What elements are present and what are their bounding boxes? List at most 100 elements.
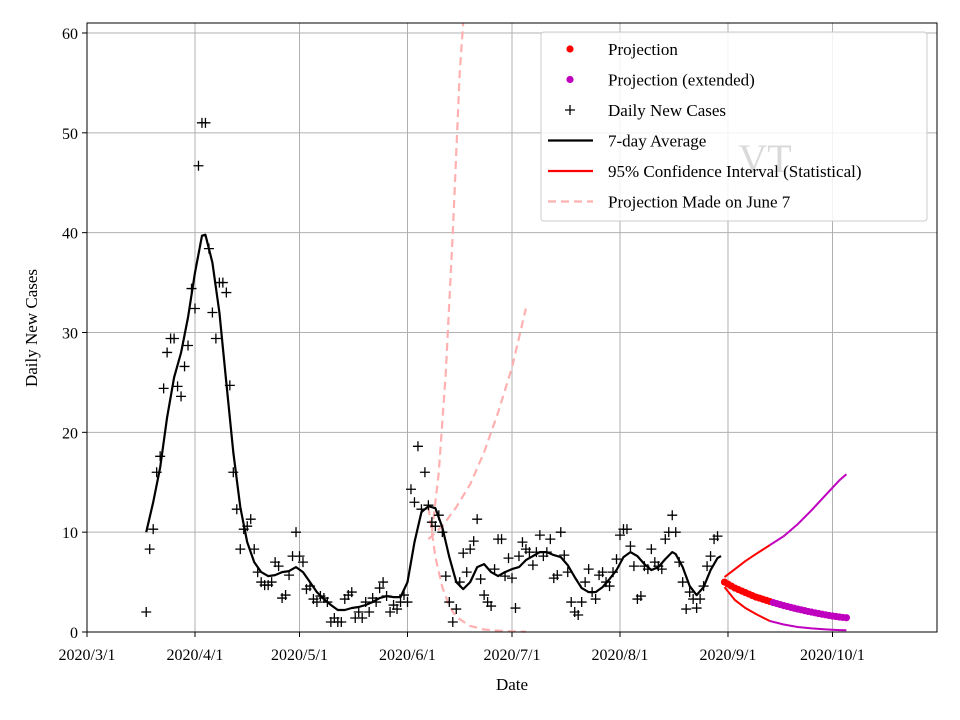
legend-label: Projection (extended) <box>608 71 755 90</box>
legend-label: 95% Confidence Interval (Statistical) <box>608 162 862 181</box>
daily-cases-marker <box>392 604 403 615</box>
daily-cases-marker <box>451 604 462 615</box>
daily-cases-marker <box>353 607 364 618</box>
daily-cases-marker <box>193 160 204 171</box>
daily-cases-marker <box>447 617 458 628</box>
daily-cases-marker <box>346 587 357 598</box>
daily-cases-marker <box>291 527 302 538</box>
daily-cases-marker <box>479 590 490 601</box>
daily-cases-marker <box>611 554 622 565</box>
daily-cases-marker <box>169 333 180 344</box>
projection-extended-point <box>842 614 851 622</box>
daily-cases-marker <box>217 277 228 288</box>
daily-cases-marker <box>660 534 671 545</box>
daily-cases-marker <box>235 544 246 555</box>
daily-cases-marker <box>364 607 375 618</box>
y-tick-label: 50 <box>62 126 78 143</box>
legend-dot-marker <box>566 45 574 53</box>
x-tick-label: 2020/6/1 <box>379 647 436 664</box>
daily-cases-marker <box>249 544 260 555</box>
daily-cases-marker <box>534 530 545 541</box>
daily-cases-marker <box>580 577 591 588</box>
legend: Projection Projection (extended) Daily New… <box>540 31 928 222</box>
x-tick-label: 2020/7/1 <box>484 647 541 664</box>
plot-frame <box>86 22 938 633</box>
daily-cases-marker <box>604 581 615 592</box>
daily-cases-marker <box>336 617 347 628</box>
daily-cases-marker <box>444 597 455 608</box>
daily-cases-marker <box>635 591 646 602</box>
daily-cases-marker <box>712 531 723 542</box>
daily-cases-marker <box>496 534 507 545</box>
legend-label: Projection <box>608 40 678 59</box>
daily-cases-marker <box>189 303 200 314</box>
daily-cases-marker <box>172 381 183 392</box>
daily-cases-marker <box>245 514 256 525</box>
daily-cases-marker <box>646 544 657 555</box>
daily-cases-marker <box>162 347 173 358</box>
daily-cases-marker <box>280 590 291 601</box>
x-tick-label: 2020/3/1 <box>59 647 116 664</box>
daily-cases-marker <box>297 557 308 568</box>
daily-cases-marker <box>552 570 563 581</box>
daily-cases-marker <box>510 603 521 614</box>
legend-label: 7-day Average <box>608 132 706 151</box>
legend-box <box>540 31 928 222</box>
daily-cases-marker <box>681 604 692 615</box>
daily-cases-marker <box>677 577 688 588</box>
daily-cases-marker <box>625 541 636 552</box>
legend-label: Projection Made on June 7 <box>608 193 791 212</box>
daily-cases-marker <box>357 613 368 624</box>
daily-cases-marker <box>158 383 169 394</box>
daily-cases-marker <box>179 361 190 372</box>
daily-cases-marker <box>507 573 517 584</box>
daily-cases-marker <box>691 603 702 614</box>
y-tick-label: 40 <box>62 226 78 243</box>
daily-cases-marker <box>440 571 451 582</box>
daily-cases-marker <box>597 567 608 578</box>
ci-lower-extended-line <box>769 620 847 632</box>
daily-cases-marker <box>221 287 232 298</box>
daily-cases-marker <box>472 514 483 525</box>
daily-cases-marker <box>419 467 430 478</box>
daily-cases-marker <box>207 307 218 318</box>
daily-cases-marker <box>144 544 155 555</box>
daily-cases-marker <box>405 484 416 495</box>
y-tick-label: 30 <box>62 325 78 342</box>
legend-dot-marker <box>566 75 574 84</box>
daily-cases-marker <box>412 441 423 452</box>
x-tick-label: 2020/9/1 <box>700 647 757 664</box>
daily-cases-marker <box>667 510 678 521</box>
daily-cases-marker <box>374 583 385 594</box>
x-tick-label: 2020/10/1 <box>800 647 865 664</box>
daily-cases-marker <box>614 530 625 541</box>
y-tick-label: 20 <box>62 425 78 442</box>
daily-cases-marker <box>628 561 639 572</box>
daily-cases-marker <box>527 560 538 571</box>
y-tick-label: 10 <box>62 525 78 542</box>
daily-cases-marker <box>430 521 441 532</box>
june7-projection-line <box>430 22 465 533</box>
y-tick-label: 0 <box>70 625 78 642</box>
june7-projection-line <box>427 507 526 633</box>
daily-cases-marker <box>461 567 472 578</box>
daily-cases-marker <box>513 551 524 562</box>
legend-plus-marker <box>565 105 575 115</box>
daily-cases-marker <box>517 537 528 548</box>
daily-cases-marker <box>503 553 514 564</box>
daily-cases-marker <box>559 550 570 561</box>
daily-cases-marker <box>311 597 322 608</box>
daily-cases-marker <box>566 597 577 608</box>
daily-cases-marker <box>621 524 632 535</box>
daily-cases-marker <box>458 548 469 559</box>
ci-upper-line <box>723 544 771 578</box>
seven-day-average-line <box>145 233 722 612</box>
daily-cases-marker <box>402 597 413 608</box>
daily-cases-marker <box>176 391 187 402</box>
daily-cases-marker <box>702 561 713 572</box>
legend-label: Daily New Cases <box>608 101 726 120</box>
daily-cases-marker <box>486 601 497 612</box>
daily-cases-marker <box>590 594 601 605</box>
daily-cases-marker <box>555 527 566 538</box>
